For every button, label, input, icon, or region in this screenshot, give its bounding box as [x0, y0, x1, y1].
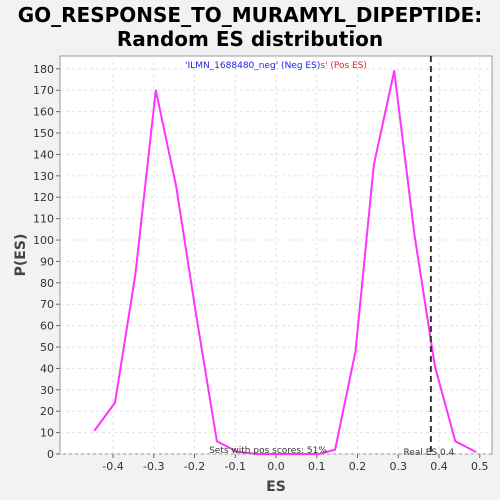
data-point — [114, 401, 116, 404]
legend-pos: s' (Pos ES) — [320, 61, 367, 71]
y-tick-label: 160 — [33, 106, 54, 119]
data-point — [175, 185, 177, 188]
x-tick-label: 0.2 — [349, 460, 367, 473]
x-tick-label: 0.5 — [471, 460, 489, 473]
y-tick-label: 110 — [33, 213, 54, 226]
x-tick-label: -0.1 — [225, 460, 246, 473]
data-point — [134, 273, 137, 276]
real-es-label: Real ES 0.4 — [403, 448, 454, 458]
y-tick-label: 150 — [33, 127, 54, 140]
legend-neg: 'ILMN_1688480_neg' (Neg ES) — [185, 61, 320, 71]
x-tick-label: 0.4 — [430, 460, 448, 473]
x-tick-label: -0.2 — [184, 460, 205, 473]
series-group — [93, 70, 477, 455]
data-point — [434, 365, 436, 368]
data-point — [373, 164, 375, 166]
data-point — [393, 70, 395, 72]
grid-lines — [60, 56, 492, 455]
data-point — [317, 453, 320, 455]
x-tick-label: 0.1 — [308, 460, 326, 473]
footer-text: Sets with pos scores: 51% — [209, 446, 327, 456]
data-point — [195, 316, 198, 318]
data-point — [454, 440, 457, 442]
data-point — [277, 453, 279, 455]
data-point — [334, 448, 336, 451]
y-tick-label: 100 — [33, 234, 54, 247]
x-tick-label: 0.3 — [390, 460, 408, 473]
y-tick-label: 30 — [40, 384, 54, 397]
chart-title-line1: GO_RESPONSE_TO_MURAMYL_DIPEPTIDE: — [17, 3, 483, 27]
y-axis-ticks: 0 10 20 30 40 50 60 70 80 90 100 110 120 130 140 150 160… — [33, 63, 60, 461]
y-tick-label: 60 — [40, 320, 54, 333]
y-tick-label: 0 — [47, 448, 54, 461]
y-tick-label: 80 — [40, 277, 54, 290]
y-tick-label: 90 — [40, 255, 54, 268]
data-point — [216, 440, 218, 442]
x-tick-label: 0.0 — [267, 460, 285, 473]
x-tick-label: -0.4 — [102, 460, 123, 473]
data-point — [154, 89, 157, 92]
x-axis-ticks: -0.4 -0.3 -0.2 -0.1 0.0 0.1 0.2 0.3 0.4 0.5 — [102, 454, 489, 473]
y-tick-label: 120 — [33, 191, 54, 204]
y-tick-label: 40 — [40, 362, 54, 375]
y-tick-label: 70 — [40, 298, 54, 311]
data-point — [236, 451, 239, 453]
y-tick-label: 170 — [33, 84, 54, 97]
data-point — [93, 429, 96, 432]
x-tick-label: -0.3 — [143, 460, 164, 473]
y-tick-label: 130 — [33, 170, 54, 183]
y-tick-label: 140 — [33, 148, 54, 161]
y-tick-label: 50 — [40, 341, 54, 354]
data-point — [256, 453, 259, 455]
data-point — [354, 350, 357, 353]
y-axis-label: P(ES) — [13, 234, 29, 277]
chart-title-line2: Random ES distribution — [116, 27, 384, 51]
data-point — [474, 451, 477, 453]
legend-text: 'ILMN_1688480_neg' (Neg ES)s' (Pos ES) — [185, 61, 367, 71]
y-tick-label: 10 — [40, 427, 54, 440]
series-line — [93, 70, 477, 455]
data-point — [297, 453, 300, 455]
x-axis-label: ES — [266, 479, 286, 495]
y-tick-label: 180 — [33, 63, 54, 76]
data-point — [413, 234, 416, 237]
y-tick-label: 20 — [40, 405, 54, 418]
